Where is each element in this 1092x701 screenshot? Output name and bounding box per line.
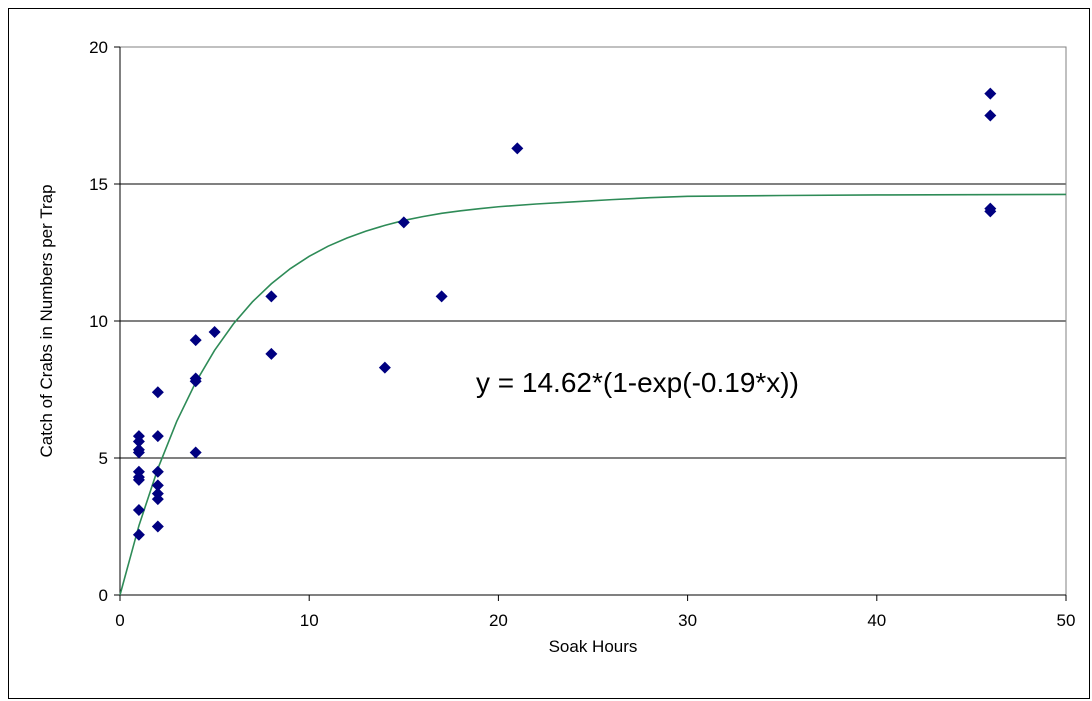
- fit-equation-annotation: y = 14.62*(1-exp(-0.19*x)): [476, 367, 799, 398]
- x-tick-label: 20: [489, 611, 508, 630]
- data-point: [151, 465, 164, 478]
- data-point: [132, 473, 145, 486]
- data-point: [984, 205, 997, 218]
- x-axis-title: Soak Hours: [549, 637, 638, 656]
- y-tick-label: 5: [99, 449, 108, 468]
- gridlines: [120, 183, 1066, 459]
- data-point: [151, 479, 164, 492]
- data-point: [511, 142, 524, 155]
- data-point: [189, 334, 202, 347]
- y-tick-label: 20: [89, 38, 108, 57]
- y-tick-label: 10: [89, 312, 108, 331]
- data-point: [132, 504, 145, 517]
- data-point: [151, 520, 164, 533]
- y-axis-title: Catch of Crabs in Numbers per Trap: [37, 184, 56, 457]
- data-point: [132, 528, 145, 541]
- data-point: [151, 386, 164, 399]
- data-point: [435, 290, 448, 303]
- data-point: [984, 109, 997, 122]
- data-point: [397, 216, 410, 229]
- scatter-points: [132, 87, 997, 541]
- x-tick-label: 50: [1057, 611, 1076, 630]
- data-point: [208, 325, 221, 338]
- data-point: [378, 361, 391, 374]
- x-tick-label: 30: [678, 611, 697, 630]
- data-point: [984, 87, 997, 100]
- data-point: [132, 446, 145, 459]
- y-tick-label: 0: [99, 586, 108, 605]
- data-point: [265, 290, 278, 303]
- data-point: [189, 446, 202, 459]
- tick-labels: 0 5 10 15 20 0 10 20 30 40 50: [89, 38, 1075, 630]
- data-point: [151, 493, 164, 506]
- data-point: [265, 347, 278, 360]
- data-point: [189, 375, 202, 388]
- x-tick-label: 0: [115, 611, 124, 630]
- data-point: [151, 430, 164, 443]
- fit-curve-line: [119, 193, 1067, 596]
- y-tick-label: 15: [89, 175, 108, 194]
- chart-frame: [8, 8, 1090, 699]
- x-tick-label: 10: [300, 611, 319, 630]
- x-tick-label: 40: [867, 611, 886, 630]
- data-point: [132, 435, 145, 448]
